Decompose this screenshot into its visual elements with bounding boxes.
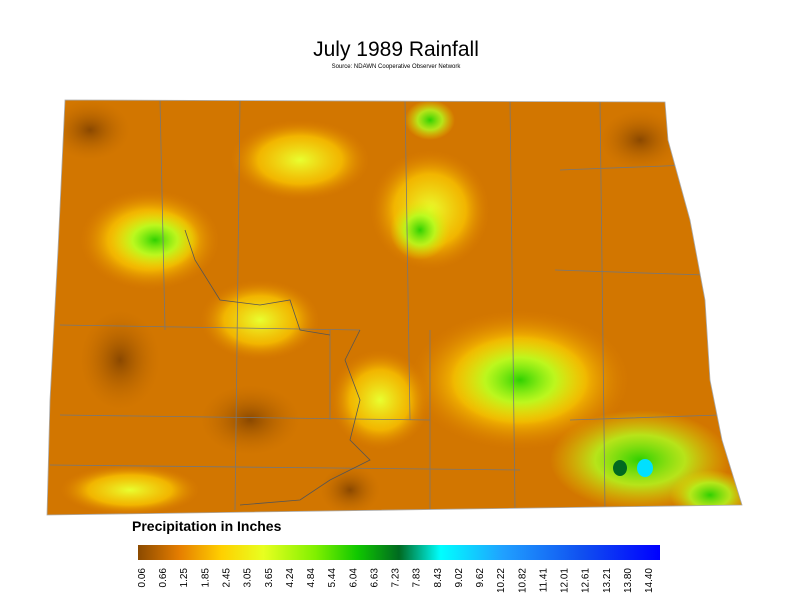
legend-tick-label: 3.65 <box>264 568 275 588</box>
legend-tick-label: 7.83 <box>412 568 423 588</box>
state-outline <box>46 99 743 516</box>
legend-ticks: 0.06 0.66 1.25 1.85 2.45 3.05 3.65 4.24 4.84 5.44… <box>137 568 655 593</box>
legend-tick-label: 0.06 <box>137 568 148 588</box>
legend-tick-label: 3.05 <box>243 568 254 588</box>
legend-title: Precipitation in Inches <box>132 518 282 534</box>
legend-tick-label: 11.41 <box>538 568 549 593</box>
legend-tick-label: 4.24 <box>285 568 296 588</box>
legend-tick-label: 1.85 <box>200 568 211 588</box>
legend-tick-label: 6.63 <box>369 568 380 588</box>
legend-tick-label: 13.80 <box>623 568 634 593</box>
color-scale <box>138 545 660 560</box>
legend-tick-label: 1.25 <box>179 568 190 588</box>
legend-tick-label: 9.02 <box>454 568 465 588</box>
legend-tick-label: 10.22 <box>496 568 507 593</box>
legend-tick-label: 5.44 <box>327 568 338 588</box>
legend-tick-label: 10.82 <box>517 568 528 593</box>
legend-tick-label: 9.62 <box>475 568 486 588</box>
map-subtitle: Source: NDAWN Cooperative Observer Netwo… <box>332 64 462 70</box>
legend-tick-label: 12.61 <box>581 568 592 593</box>
legend-tick-label: 12.01 <box>560 568 571 593</box>
legend-tick-label: 4.84 <box>306 568 317 588</box>
legend-tick-label: 0.66 <box>158 568 169 588</box>
legend-tick-label: 2.45 <box>222 568 233 588</box>
legend-tick-label: 6.04 <box>348 568 359 588</box>
legend-tick-label: 8.43 <box>433 568 444 588</box>
legend-tick-label: 13.21 <box>602 568 613 593</box>
legend-tick-label: 14.40 <box>644 568 655 593</box>
map-title: July 1989 Rainfall <box>313 38 479 61</box>
rainfall-map <box>47 100 742 515</box>
legend-tick-label: 7.23 <box>391 568 402 588</box>
